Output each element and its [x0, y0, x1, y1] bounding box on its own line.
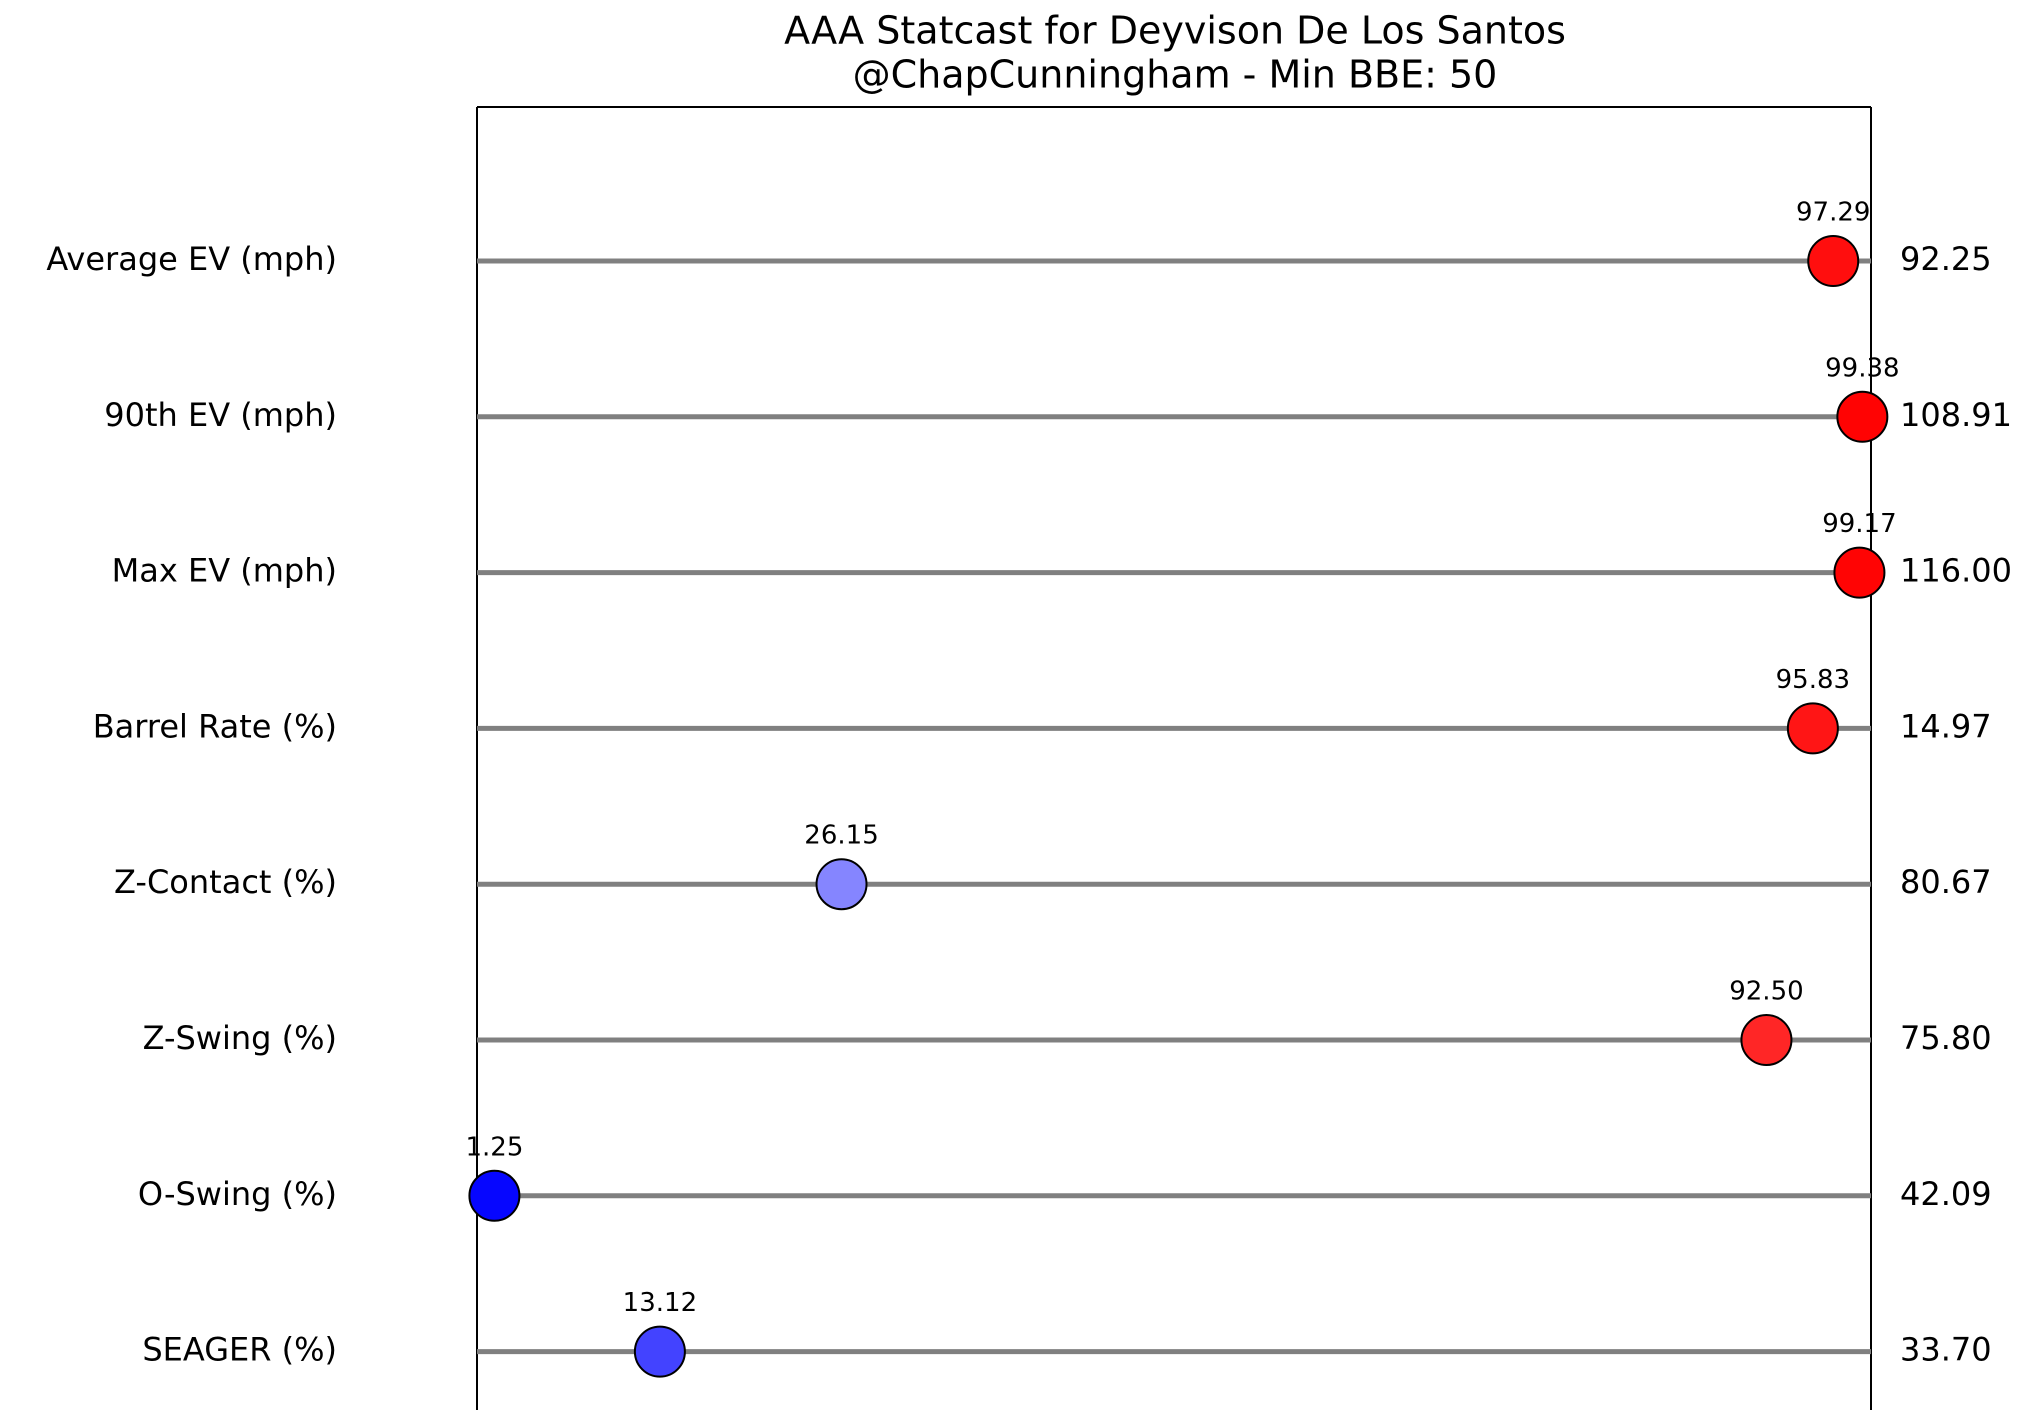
value-label: 1.25: [465, 1132, 523, 1162]
category-label: Z-Contact (%): [114, 863, 337, 901]
category-label: Z-Swing (%): [143, 1019, 337, 1057]
percentile-dot: [1807, 235, 1860, 287]
value-label: 99.17: [1822, 509, 1896, 539]
chart-subtitle: @ChapCunningham - Min BBE: 50: [853, 53, 1498, 97]
stat-label: 80.67: [1900, 863, 1992, 901]
stat-label: 14.97: [1900, 707, 1992, 745]
category-label: 90th EV (mph): [104, 396, 337, 434]
axes-frame: [476, 106, 1872, 1410]
value-label: 95.83: [1776, 665, 1850, 695]
percentile-dot: [1786, 702, 1839, 755]
stat-label: 33.70: [1900, 1331, 1992, 1369]
category-label: Max EV (mph): [112, 552, 337, 590]
category-label: Barrel Rate (%): [93, 707, 337, 745]
category-label: O-Swing (%): [138, 1175, 337, 1213]
value-label: 26.15: [804, 821, 878, 851]
percentile-dot: [468, 1169, 521, 1222]
stat-label: 116.00: [1900, 552, 2012, 590]
stat-label: 75.80: [1900, 1019, 1992, 1057]
stat-label: 108.91: [1900, 396, 2012, 434]
value-label: 99.38: [1825, 353, 1899, 383]
percentile-dot: [1740, 1014, 1793, 1066]
chart-title: AAA Statcast for Deyvison De Los Santos: [784, 9, 1566, 53]
value-label: 97.29: [1796, 198, 1870, 228]
percentile-dot: [815, 858, 868, 911]
category-label: SEAGER (%): [142, 1331, 337, 1369]
percentile-dot: [633, 1325, 686, 1378]
value-label: 13.12: [623, 1288, 697, 1318]
category-label: Average EV (mph): [46, 240, 337, 278]
percentile-dot: [1836, 390, 1889, 443]
stat-label: 42.09: [1900, 1175, 1992, 1213]
stat-label: 92.25: [1900, 240, 1992, 278]
value-label: 92.50: [1729, 977, 1803, 1007]
percentile-dot: [1833, 546, 1886, 599]
